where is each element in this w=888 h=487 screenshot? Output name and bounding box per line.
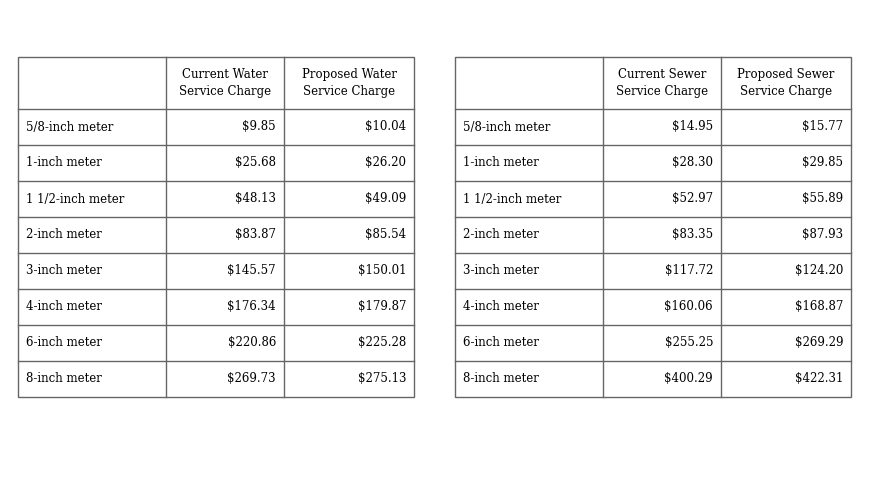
Text: 5/8-inch meter: 5/8-inch meter bbox=[463, 120, 551, 133]
Text: $83.87: $83.87 bbox=[235, 228, 276, 242]
Text: 1-inch meter: 1-inch meter bbox=[463, 156, 539, 169]
Text: 2-inch meter: 2-inch meter bbox=[463, 228, 539, 242]
Text: Current Sewer
Service Charge: Current Sewer Service Charge bbox=[616, 68, 708, 98]
Text: 4-inch meter: 4-inch meter bbox=[463, 300, 539, 314]
Text: $28.30: $28.30 bbox=[672, 156, 713, 169]
Text: $48.13: $48.13 bbox=[235, 192, 276, 206]
Text: 1 1/2-inch meter: 1 1/2-inch meter bbox=[26, 192, 124, 206]
Text: 6-inch meter: 6-inch meter bbox=[463, 337, 539, 350]
Text: $124.20: $124.20 bbox=[795, 264, 843, 278]
Text: 1 1/2-inch meter: 1 1/2-inch meter bbox=[463, 192, 561, 206]
Text: Proposed Water
Service Charge: Proposed Water Service Charge bbox=[302, 68, 397, 98]
Text: 3-inch meter: 3-inch meter bbox=[463, 264, 539, 278]
Text: $269.73: $269.73 bbox=[227, 373, 276, 386]
Text: $269.29: $269.29 bbox=[795, 337, 843, 350]
Text: 1-inch meter: 1-inch meter bbox=[26, 156, 102, 169]
Text: $25.68: $25.68 bbox=[235, 156, 276, 169]
Text: $145.57: $145.57 bbox=[227, 264, 276, 278]
Text: $422.31: $422.31 bbox=[795, 373, 843, 386]
Text: $14.95: $14.95 bbox=[672, 120, 713, 133]
Text: $87.93: $87.93 bbox=[802, 228, 843, 242]
Text: 4-inch meter: 4-inch meter bbox=[26, 300, 102, 314]
Text: $15.77: $15.77 bbox=[802, 120, 843, 133]
Text: $29.85: $29.85 bbox=[802, 156, 843, 169]
Text: $85.54: $85.54 bbox=[365, 228, 406, 242]
Text: $225.28: $225.28 bbox=[358, 337, 406, 350]
Text: $176.34: $176.34 bbox=[227, 300, 276, 314]
Text: $160.06: $160.06 bbox=[664, 300, 713, 314]
Text: $49.09: $49.09 bbox=[365, 192, 406, 206]
Text: Current Water
Service Charge: Current Water Service Charge bbox=[179, 68, 271, 98]
Text: $400.29: $400.29 bbox=[664, 373, 713, 386]
Text: $9.85: $9.85 bbox=[242, 120, 276, 133]
Text: 2-inch meter: 2-inch meter bbox=[26, 228, 102, 242]
Text: $179.87: $179.87 bbox=[358, 300, 406, 314]
Text: 3-inch meter: 3-inch meter bbox=[26, 264, 102, 278]
Text: 5/8-inch meter: 5/8-inch meter bbox=[26, 120, 114, 133]
Text: Proposed Sewer
Service Charge: Proposed Sewer Service Charge bbox=[737, 68, 835, 98]
Text: $220.86: $220.86 bbox=[227, 337, 276, 350]
Text: $255.25: $255.25 bbox=[664, 337, 713, 350]
Text: $275.13: $275.13 bbox=[358, 373, 406, 386]
Text: $168.87: $168.87 bbox=[795, 300, 843, 314]
Text: $26.20: $26.20 bbox=[365, 156, 406, 169]
Text: $117.72: $117.72 bbox=[664, 264, 713, 278]
Text: $10.04: $10.04 bbox=[365, 120, 406, 133]
Text: 8-inch meter: 8-inch meter bbox=[26, 373, 102, 386]
Bar bbox=[18, 57, 414, 397]
Text: $52.97: $52.97 bbox=[672, 192, 713, 206]
Text: 6-inch meter: 6-inch meter bbox=[26, 337, 102, 350]
Text: $150.01: $150.01 bbox=[358, 264, 406, 278]
Bar bbox=[455, 57, 851, 397]
Text: $55.89: $55.89 bbox=[802, 192, 843, 206]
Text: 8-inch meter: 8-inch meter bbox=[463, 373, 539, 386]
Text: $83.35: $83.35 bbox=[672, 228, 713, 242]
